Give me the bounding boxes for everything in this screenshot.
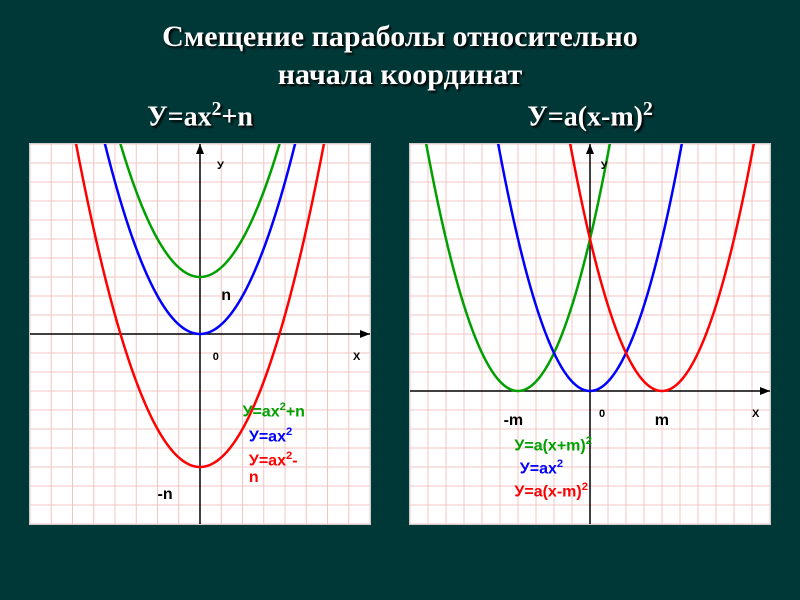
axis-label: -m [504, 412, 524, 430]
left-chart: n-n0УXУ=ах2+nУ=ах2У=ах2-n [29, 143, 371, 525]
legend-label: У=ах2 [520, 458, 563, 478]
axis-label: У [217, 160, 224, 172]
axis-label: 0 [213, 351, 219, 363]
axis-label: n [221, 287, 231, 305]
axis-label: 0 [599, 408, 605, 420]
axis-label: X [752, 408, 759, 420]
title-line1: Смещение параболы относительно [0, 18, 800, 56]
slide-title: Смещение параболы относительно начала ко… [0, 0, 800, 93]
legend-label: У=ах2- [249, 450, 298, 470]
panels-row: У=ах2+n n-n0УXУ=ах2+nУ=ах2У=ах2-n У=а(х-… [0, 99, 800, 525]
axis-label: -n [158, 486, 173, 504]
right-chart: -m m 0 У X У=а(х+m)2 У=ах2 У=а(х-m)2 [409, 143, 771, 525]
left-panel: У=ах2+n n-n0УXУ=ах2+nУ=ах2У=ах2-n [29, 99, 371, 525]
axis-label: X [353, 351, 360, 363]
right-panel: У=а(х-m)2 -m m 0 У X У=а(х+m)2 У=ах2 У=а(х-m)2 [409, 99, 771, 525]
left-subtitle: У=ах2+n [147, 99, 253, 133]
legend-label: У=а(х+m)2 [514, 435, 592, 455]
legend-label: У=ах2+n [243, 401, 305, 421]
title-line2: начала координат [0, 56, 800, 94]
legend-label: У=а(х-m)2 [514, 481, 588, 501]
axis-label: m [655, 412, 669, 430]
legend-label: У=ах2 [249, 426, 292, 446]
axis-label: У [601, 160, 608, 172]
legend-label: n [249, 469, 259, 487]
right-subtitle: У=а(х-m)2 [527, 99, 653, 133]
